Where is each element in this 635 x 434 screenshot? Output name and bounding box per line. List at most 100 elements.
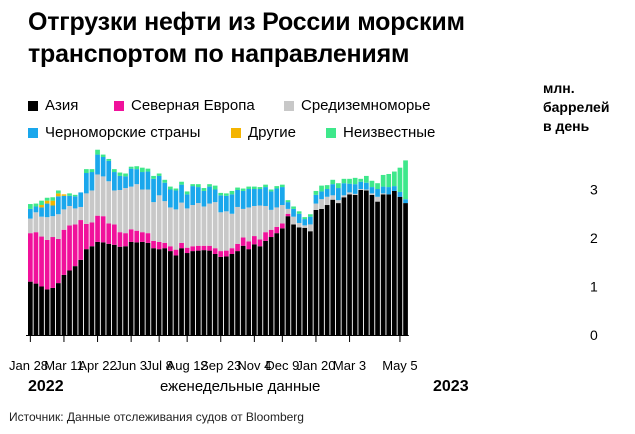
bar-67-series-5 [403, 160, 408, 200]
bar-15-series-5 [112, 169, 117, 173]
bar-30-series-5 [196, 184, 201, 188]
bar-44-series-3 [274, 188, 280, 208]
bar-64-series-3 [386, 187, 392, 195]
bar-45-series-0 [280, 228, 285, 335]
bar-41-series-1 [257, 239, 263, 247]
bar-10-series-5 [84, 169, 89, 174]
bar-19-series-3 [134, 169, 140, 185]
bar-44-series-2 [274, 207, 280, 227]
bar-53-series-2 [324, 196, 330, 206]
legend-swatch-unknown [326, 127, 336, 138]
bar-45-series-2 [280, 205, 285, 224]
bar-46-series-1 [285, 213, 291, 217]
bar-33-series-1 [212, 248, 218, 255]
bar-28-series-3 [184, 194, 190, 209]
bar-7-series-2 [67, 205, 72, 226]
bar-4-series-2 [50, 216, 56, 238]
bar-17-series-5 [123, 173, 128, 177]
bar-12-series-0 [95, 241, 100, 335]
bar-18-series-5 [128, 166, 134, 169]
bar-11-series-0 [89, 246, 95, 335]
bar-7-series-3 [67, 195, 72, 206]
bar-46-series-3 [285, 202, 291, 209]
bar-11-series-5 [89, 169, 95, 173]
bar-19-series-1 [134, 230, 140, 243]
bar-24-series-3 [162, 182, 168, 202]
bar-34-series-3 [218, 195, 224, 213]
bar-49-series-0 [302, 227, 308, 335]
bar-1-series-2 [33, 212, 39, 233]
bar-57-series-2 [347, 192, 352, 195]
bar-34-series-2 [218, 212, 224, 252]
bar-41-series-5 [257, 187, 263, 190]
bar-23-series-3 [156, 175, 162, 196]
bar-22-series-3 [151, 178, 156, 203]
bar-30-series-0 [196, 250, 201, 335]
bar-49-series-3 [302, 219, 308, 226]
bar-12-series-3 [95, 154, 100, 175]
bar-21-series-0 [145, 242, 151, 335]
bar-62-series-2 [375, 196, 380, 202]
bar-1-series-0 [33, 283, 39, 335]
bar-32-series-1 [207, 245, 212, 251]
bar-2-series-1 [39, 236, 44, 287]
bar-6-series-0 [61, 274, 67, 335]
legend-label-mediterranean: Средиземноморье [301, 97, 431, 114]
bar-13-series-2 [100, 176, 106, 217]
bar-61-series-5 [369, 180, 375, 188]
bar-2-series-3 [39, 207, 44, 217]
bar-67-series-0 [403, 203, 408, 335]
bar-21-series-1 [145, 233, 151, 243]
bar-38-series-5 [240, 188, 246, 191]
bar-35-series-1 [224, 250, 229, 257]
bar-22-series-0 [151, 248, 156, 335]
bar-30-series-2 [196, 203, 201, 246]
bar-4-series-0 [50, 287, 56, 335]
bar-16-series-3 [117, 175, 123, 190]
bar-24-series-1 [162, 242, 168, 249]
legend-swatch-black-sea [28, 127, 38, 138]
bar-44-series-0 [274, 233, 280, 335]
bar-20-series-2 [140, 189, 145, 233]
bar-23-series-1 [156, 241, 162, 250]
bar-23-series-0 [156, 249, 162, 335]
bar-58-series-0 [352, 194, 358, 335]
bar-28-series-2 [184, 208, 190, 248]
bar-47-series-3 [291, 208, 296, 217]
bar-14-series-1 [106, 223, 112, 244]
x-axis-note: еженедельные данные [160, 378, 321, 395]
y-unit-line-2: баррелей [543, 99, 610, 115]
bar-25-series-1 [168, 246, 173, 252]
legend-item-north-europe: Северная Европа [114, 97, 255, 114]
bar-38-series-3 [240, 190, 246, 209]
bar-36-series-2 [229, 213, 235, 249]
bar-8-series-1 [72, 224, 78, 267]
bar-17-series-2 [123, 188, 128, 234]
bar-37-series-5 [235, 187, 240, 190]
bar-37-series-1 [235, 243, 240, 252]
bar-36-series-1 [229, 248, 235, 255]
bar-48-series-3 [296, 213, 302, 223]
bar-54-series-0 [330, 199, 336, 335]
bar-15-series-2 [112, 190, 117, 225]
bar-13-series-3 [100, 157, 106, 177]
bar-65-series-0 [392, 190, 397, 335]
x-tick-label-7: Nov 4 [237, 358, 271, 373]
bar-9-series-2 [78, 206, 84, 221]
bar-18-series-1 [128, 229, 134, 242]
legend-item-mediterranean: Средиземноморье [284, 97, 430, 114]
bar-21-series-3 [145, 171, 151, 190]
bar-20-series-3 [140, 172, 145, 190]
bar-43-series-2 [268, 209, 274, 230]
bar-37-series-3 [235, 189, 240, 207]
bar-23-series-2 [156, 195, 162, 242]
y-unit-label: млн. баррелей в день [543, 79, 609, 136]
bar-45-series-5 [280, 184, 285, 188]
bar-19-series-2 [134, 184, 140, 231]
bar-27-series-5 [179, 181, 184, 185]
bar-24-series-0 [162, 248, 168, 335]
bar-57-series-0 [347, 194, 352, 335]
bar-66-series-5 [397, 167, 403, 192]
bar-53-series-3 [324, 189, 330, 197]
